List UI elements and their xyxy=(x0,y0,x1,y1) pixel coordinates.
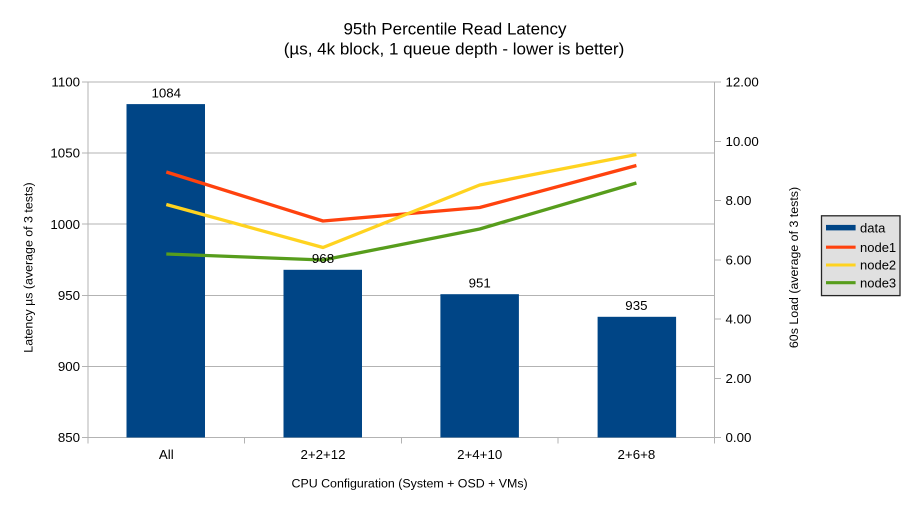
svg-text:951: 951 xyxy=(469,276,491,291)
svg-text:(µs, 4k block, 1 queue depth -: (µs, 4k block, 1 queue depth - lower is … xyxy=(284,40,625,59)
svg-text:850: 850 xyxy=(58,430,80,445)
svg-text:All: All xyxy=(159,447,174,462)
svg-text:0.00: 0.00 xyxy=(726,430,752,445)
svg-text:2.00: 2.00 xyxy=(726,371,752,386)
svg-text:12.00: 12.00 xyxy=(726,75,759,90)
svg-text:950: 950 xyxy=(58,288,80,303)
svg-text:node2: node2 xyxy=(860,258,896,273)
svg-text:10.00: 10.00 xyxy=(726,134,759,149)
svg-text:2+6+8: 2+6+8 xyxy=(618,447,656,462)
svg-text:node3: node3 xyxy=(860,275,896,290)
svg-text:900: 900 xyxy=(58,359,80,374)
svg-text:4.00: 4.00 xyxy=(726,312,752,327)
svg-text:60s Load (average of 3 tests): 60s Load (average of 3 tests) xyxy=(787,187,801,348)
svg-text:CPU Configuration (System + OS: CPU Configuration (System + OSD + VMs) xyxy=(292,477,528,491)
svg-text:6.00: 6.00 xyxy=(726,252,752,267)
svg-text:1000: 1000 xyxy=(50,217,80,232)
svg-text:2+2+12: 2+2+12 xyxy=(300,447,345,462)
svg-text:1050: 1050 xyxy=(50,146,80,161)
svg-text:data: data xyxy=(860,220,886,235)
svg-text:2+4+10: 2+4+10 xyxy=(457,447,502,462)
svg-text:Latency µs (average of 3 tests: Latency µs (average of 3 tests) xyxy=(21,182,35,352)
svg-text:node1: node1 xyxy=(860,240,896,255)
svg-text:1100: 1100 xyxy=(51,75,80,90)
svg-text:95th Percentile Read Latency: 95th Percentile Read Latency xyxy=(343,19,567,38)
svg-text:8.00: 8.00 xyxy=(726,193,752,208)
svg-text:1084: 1084 xyxy=(152,86,182,101)
svg-text:935: 935 xyxy=(625,298,647,313)
svg-text:968: 968 xyxy=(312,251,334,266)
